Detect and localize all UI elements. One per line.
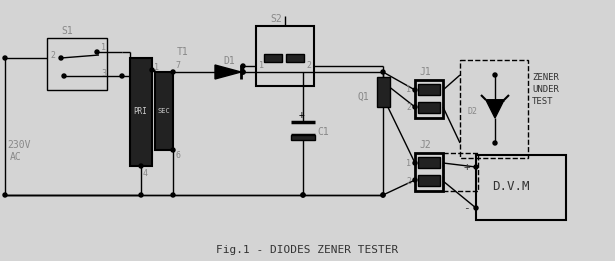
Bar bbox=[291, 135, 315, 140]
Text: +: + bbox=[299, 110, 305, 120]
Polygon shape bbox=[215, 65, 241, 79]
Text: 1: 1 bbox=[154, 63, 159, 73]
Text: PRI: PRI bbox=[133, 108, 147, 116]
Text: 2: 2 bbox=[306, 62, 311, 70]
Circle shape bbox=[139, 193, 143, 197]
Circle shape bbox=[474, 206, 478, 210]
Text: Q1: Q1 bbox=[358, 92, 370, 102]
Text: SEC: SEC bbox=[157, 108, 170, 114]
Text: S1: S1 bbox=[61, 26, 73, 36]
Bar bbox=[286, 54, 304, 62]
Text: +: + bbox=[463, 162, 470, 172]
Bar bbox=[418, 102, 440, 113]
Circle shape bbox=[3, 56, 7, 60]
Circle shape bbox=[241, 70, 245, 74]
Circle shape bbox=[59, 56, 63, 60]
Circle shape bbox=[381, 193, 385, 197]
Text: D1: D1 bbox=[223, 56, 235, 66]
Bar bbox=[415, 153, 443, 191]
Bar bbox=[264, 54, 282, 62]
Text: S2: S2 bbox=[270, 14, 282, 24]
Circle shape bbox=[301, 193, 305, 197]
Bar bbox=[155, 72, 173, 150]
Circle shape bbox=[3, 193, 7, 197]
Text: 1: 1 bbox=[259, 62, 264, 70]
Circle shape bbox=[413, 178, 417, 182]
Circle shape bbox=[413, 105, 417, 109]
Circle shape bbox=[301, 193, 305, 197]
Bar bbox=[130, 58, 152, 166]
Bar bbox=[460, 60, 528, 158]
Text: 1: 1 bbox=[406, 158, 411, 168]
Bar bbox=[418, 175, 440, 186]
Text: 230V: 230V bbox=[7, 140, 31, 150]
Circle shape bbox=[120, 74, 124, 78]
Text: UNDER: UNDER bbox=[532, 86, 559, 94]
Text: 2: 2 bbox=[406, 176, 411, 186]
Bar bbox=[256, 26, 314, 86]
Text: D2: D2 bbox=[468, 108, 478, 116]
Text: 2: 2 bbox=[406, 104, 411, 112]
Bar bbox=[377, 77, 390, 107]
Text: TEST: TEST bbox=[532, 98, 554, 106]
Text: J1: J1 bbox=[419, 67, 430, 77]
Circle shape bbox=[474, 165, 478, 169]
Circle shape bbox=[95, 50, 99, 54]
Circle shape bbox=[171, 193, 175, 197]
Text: AC: AC bbox=[10, 152, 22, 162]
Circle shape bbox=[150, 68, 154, 72]
Bar bbox=[47, 38, 107, 90]
Text: Fig.1 - DIODES ZENER TESTER: Fig.1 - DIODES ZENER TESTER bbox=[216, 245, 398, 255]
Bar bbox=[443, 153, 478, 191]
Text: 2: 2 bbox=[50, 51, 55, 61]
Circle shape bbox=[381, 70, 385, 74]
Bar bbox=[415, 80, 443, 118]
Text: -: - bbox=[463, 203, 470, 213]
Text: 7: 7 bbox=[175, 62, 180, 70]
Text: J2: J2 bbox=[419, 140, 430, 150]
Circle shape bbox=[381, 193, 385, 197]
Circle shape bbox=[241, 64, 245, 68]
Bar bbox=[418, 84, 440, 95]
Text: ZENER: ZENER bbox=[532, 74, 559, 82]
Circle shape bbox=[171, 70, 175, 74]
Polygon shape bbox=[486, 100, 504, 118]
Circle shape bbox=[493, 73, 497, 77]
Text: C1: C1 bbox=[317, 127, 329, 137]
Circle shape bbox=[413, 161, 417, 165]
Text: D.V.M: D.V.M bbox=[492, 181, 530, 193]
Text: T1: T1 bbox=[177, 47, 189, 57]
Text: 4: 4 bbox=[143, 169, 148, 177]
Circle shape bbox=[241, 70, 245, 74]
Text: 3: 3 bbox=[101, 69, 106, 79]
Circle shape bbox=[413, 88, 417, 92]
Circle shape bbox=[493, 141, 497, 145]
Bar bbox=[418, 157, 440, 168]
Text: 1: 1 bbox=[101, 44, 106, 52]
Circle shape bbox=[62, 74, 66, 78]
Circle shape bbox=[171, 148, 175, 152]
Text: 1: 1 bbox=[406, 86, 411, 94]
Bar bbox=[476, 155, 566, 220]
Text: 6: 6 bbox=[175, 151, 180, 161]
Circle shape bbox=[139, 164, 143, 168]
